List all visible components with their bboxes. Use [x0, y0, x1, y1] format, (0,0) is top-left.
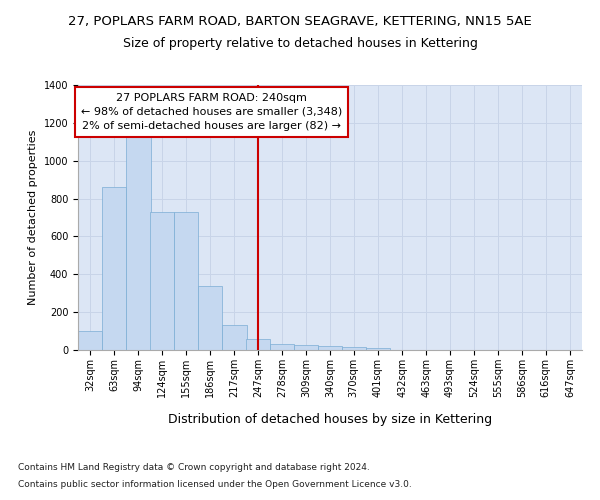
- Text: 27 POPLARS FARM ROAD: 240sqm
← 98% of detached houses are smaller (3,348)
2% of : 27 POPLARS FARM ROAD: 240sqm ← 98% of de…: [81, 93, 342, 131]
- Bar: [127, 134, 151, 350]
- Bar: [246, 338, 270, 350]
- Y-axis label: Number of detached properties: Number of detached properties: [28, 130, 38, 305]
- Bar: [342, 347, 366, 350]
- Bar: [270, 344, 294, 350]
- Text: Size of property relative to detached houses in Kettering: Size of property relative to detached ho…: [122, 38, 478, 51]
- Bar: [150, 212, 174, 350]
- Bar: [198, 286, 223, 350]
- Bar: [318, 346, 343, 350]
- Bar: [294, 346, 318, 350]
- Bar: [102, 187, 127, 350]
- Text: Contains public sector information licensed under the Open Government Licence v3: Contains public sector information licen…: [18, 480, 412, 489]
- Text: Distribution of detached houses by size in Kettering: Distribution of detached houses by size …: [168, 412, 492, 426]
- Bar: [174, 212, 198, 350]
- Bar: [223, 326, 247, 350]
- Text: Contains HM Land Registry data © Crown copyright and database right 2024.: Contains HM Land Registry data © Crown c…: [18, 462, 370, 471]
- Bar: [366, 348, 390, 350]
- Bar: [78, 331, 102, 350]
- Text: 27, POPLARS FARM ROAD, BARTON SEAGRAVE, KETTERING, NN15 5AE: 27, POPLARS FARM ROAD, BARTON SEAGRAVE, …: [68, 15, 532, 28]
